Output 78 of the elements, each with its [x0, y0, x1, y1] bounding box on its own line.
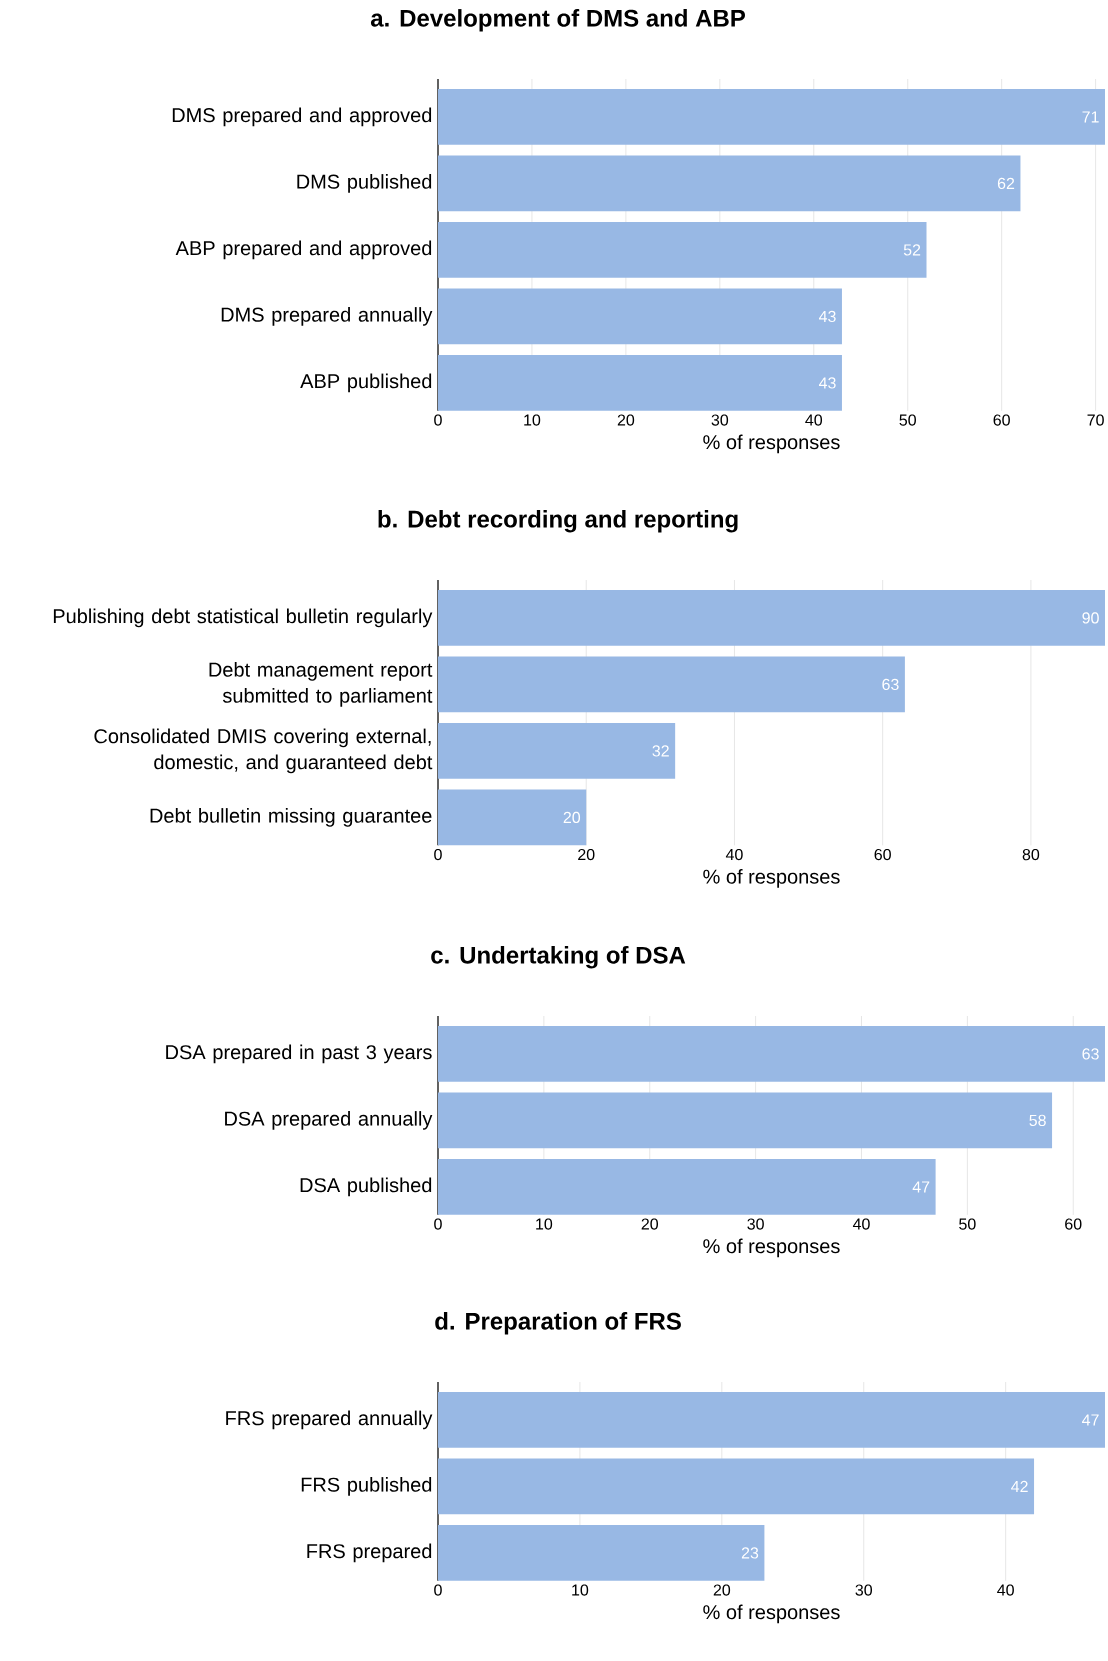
x-tick-label: 0	[434, 1584, 442, 1596]
x-tick-label: 30	[711, 414, 729, 426]
bar	[438, 354, 842, 411]
bar	[438, 288, 842, 345]
y-tick-label: DSA prepared in past 3 years	[166, 1044, 432, 1064]
y-tick-label: Publishing debt statistical bulletin regularly	[53, 608, 433, 628]
y-tick-label: DSA prepared annually	[225, 1111, 433, 1130]
bar	[438, 1458, 1035, 1515]
bar	[438, 789, 587, 846]
data-label: 58	[1029, 1114, 1046, 1127]
y-tick-label: ABP published	[300, 373, 432, 393]
bar	[438, 1391, 1106, 1448]
bar	[438, 221, 927, 278]
x-tick-label: 30	[747, 1218, 764, 1230]
y-tick-label: DSA published	[300, 1177, 432, 1197]
data-label: 90	[1082, 612, 1099, 624]
data-label: 42	[1011, 1480, 1028, 1493]
data-label: 62	[997, 177, 1015, 190]
x-tick-label: 70	[1087, 414, 1104, 426]
x-tick-label: 20	[713, 1584, 731, 1596]
x-tick-label: 60	[874, 848, 891, 861]
chart-title: a. Development of DMS and ABP	[370, 9, 745, 32]
x-tick-label: 0	[434, 1218, 442, 1230]
x-axis-title: % of responses	[703, 434, 840, 454]
data-label: 23	[741, 1547, 759, 1559]
x-tick-label: 10	[572, 1584, 589, 1596]
x-tick-label: 50	[959, 1218, 976, 1230]
bar	[438, 155, 1021, 212]
x-tick-label: 40	[725, 848, 743, 861]
data-label: 43	[818, 310, 836, 323]
bar	[438, 1158, 936, 1215]
data-label: 47	[1082, 1414, 1099, 1426]
data-label: 20	[563, 811, 581, 824]
bar	[438, 88, 1105, 145]
chart-title: d. Preparation of FRS	[435, 1312, 681, 1335]
x-tick-label: 60	[1065, 1218, 1082, 1230]
x-axis-title: % of responses	[703, 1238, 840, 1258]
data-label: 63	[1082, 1048, 1099, 1060]
x-tick-label: 10	[524, 414, 541, 426]
y-tick-label: DMS prepared annually	[221, 307, 433, 326]
chart-title: b. Debt recording and reporting	[378, 510, 738, 533]
x-axis-title: % of responses	[703, 869, 840, 888]
bar	[438, 1025, 1105, 1082]
y-tick-label: Debt management report submitted to parliament	[209, 662, 433, 707]
chart-title: c. Undertaking of DSA	[431, 946, 686, 969]
y-tick-label: DMS published	[297, 174, 432, 193]
x-axis-title: % of responses	[703, 1604, 840, 1624]
x-tick-label: 20	[617, 414, 635, 426]
x-tick-label: 30	[855, 1584, 873, 1596]
data-label: 63	[882, 678, 899, 691]
y-tick-label: FRS prepared	[307, 1543, 432, 1563]
x-tick-label: 10	[536, 1218, 553, 1230]
x-tick-label: 40	[805, 414, 823, 426]
x-tick-label: 0	[434, 414, 442, 426]
bar	[438, 1092, 1053, 1149]
bar	[438, 1524, 765, 1581]
data-label: 43	[818, 377, 836, 389]
data-label: 52	[903, 244, 921, 256]
x-tick-label: 40	[997, 1584, 1014, 1596]
y-tick-label: Debt bulletin missing guarantee	[150, 808, 432, 827]
x-tick-label: 60	[993, 414, 1010, 426]
data-label: 47	[912, 1181, 930, 1193]
x-tick-label: 20	[641, 1218, 659, 1230]
y-tick-label: ABP prepared and approved	[175, 240, 432, 260]
x-tick-label: 20	[578, 848, 595, 861]
bar	[438, 656, 905, 713]
x-tick-label: 0	[434, 848, 442, 861]
y-tick-label: FRS published	[301, 1477, 432, 1496]
y-tick-label: Consolidated DMIS covering external, domestic, and guaranteed debt	[94, 728, 433, 774]
data-label: 32	[652, 745, 669, 757]
bar	[438, 722, 676, 779]
bar	[438, 589, 1105, 646]
data-label: 71	[1082, 111, 1099, 123]
x-tick-label: 50	[899, 414, 916, 426]
y-tick-label: DMS prepared and approved	[172, 107, 432, 127]
x-tick-label: 80	[1022, 848, 1040, 861]
x-tick-label: 40	[852, 1218, 870, 1230]
y-tick-label: FRS prepared annually	[226, 1410, 433, 1430]
